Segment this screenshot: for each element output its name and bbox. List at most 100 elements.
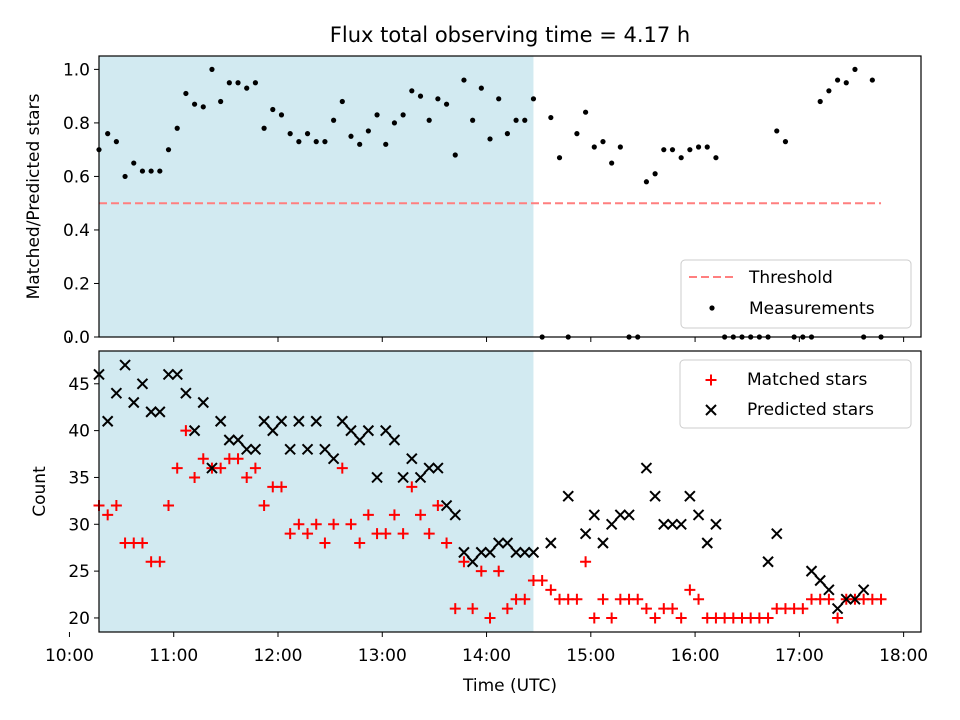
measurement-point [148, 168, 154, 174]
measurement-point [774, 128, 780, 134]
predicted-star-point [353, 434, 366, 446]
measurement-point [704, 144, 710, 150]
predicted-star-point [805, 565, 818, 577]
predicted-star-point [588, 509, 600, 521]
top-y-tick-label: 1.0 [63, 60, 90, 80]
measurement-point [348, 133, 354, 139]
measurement-point [304, 131, 311, 137]
bottom-x-tick-label: 12:00 [253, 646, 302, 666]
predicted-star-point [640, 462, 653, 474]
matched-star-point [302, 528, 314, 540]
predicted-star-point [501, 537, 514, 549]
predicted-star-point [154, 406, 166, 418]
legend-measurement-swatch [709, 305, 715, 311]
predicted-star-point [327, 453, 340, 465]
bottom-x-tick-label: 14:00 [462, 646, 511, 666]
matched-star-point [588, 612, 600, 624]
bottom-x-tick-label: 10:00 [45, 646, 94, 666]
predicted-star-point [310, 415, 322, 427]
matched-star-point [284, 528, 296, 540]
predicted-star-point [466, 556, 479, 568]
measurement-point [504, 131, 510, 137]
matched-star-point [458, 556, 470, 568]
measurement-point [391, 120, 398, 126]
measurement-point [652, 171, 658, 177]
top-legend: Threshold Measurements [680, 259, 912, 329]
bottom-observing-window-shade [99, 351, 534, 632]
measurement-point [522, 117, 528, 123]
top-observing-window-shade [99, 56, 534, 337]
measurement-point [852, 66, 858, 72]
matched-star-point [501, 603, 513, 615]
predicted-star-point [527, 546, 540, 559]
bottom-x-axis-label: Time (UTC) [462, 676, 557, 696]
measurement-point [331, 117, 337, 123]
measurement-point [548, 114, 554, 121]
predicted-star-point [762, 556, 774, 568]
measurement-point [278, 112, 285, 118]
predicted-star-point [232, 434, 244, 446]
matched-star-point [762, 612, 774, 624]
predicted-star-point [362, 424, 375, 437]
matched-star-point [293, 518, 305, 530]
measurement-point [226, 80, 232, 86]
predicted-star-point [658, 518, 670, 530]
predicted-star-point [692, 509, 705, 521]
top-series [96, 66, 884, 340]
bottom-y-tick-label: 35 [68, 468, 90, 488]
measurement-point [513, 117, 519, 123]
predicted-star-point [275, 415, 288, 427]
matched-star-point [423, 528, 435, 540]
measurement-point [131, 160, 137, 166]
measurement-point [669, 147, 676, 153]
bottom-plot-frame [98, 350, 922, 633]
matched-star-point [180, 425, 192, 437]
top-y-tick-label: 0.8 [63, 114, 90, 134]
legend-frame [680, 259, 912, 329]
matched-star-point [136, 537, 148, 549]
predicted-star-point [432, 462, 444, 474]
bottom-y-axis: 20 25 30 35 40 45 [68, 375, 99, 629]
matched-star-point [832, 612, 844, 624]
top-y-tick-label: 0.2 [63, 274, 90, 294]
predicted-star-point [849, 593, 861, 605]
matched-star-point [441, 537, 453, 549]
measurement-point [374, 112, 380, 118]
predicted-star-point [649, 490, 661, 502]
matched-star-point [388, 509, 400, 521]
matched-star-point [336, 462, 348, 474]
bottom-y-tick-label: 45 [68, 375, 90, 395]
matched-star-point [684, 584, 696, 596]
predicted-star-point [414, 471, 427, 484]
predicted-star-point [371, 471, 383, 484]
predicted-star-point [484, 546, 496, 559]
measurement-point [643, 179, 650, 185]
predicted-star-point [206, 462, 218, 474]
predicted-star-point [258, 415, 270, 427]
predicted-star-point [180, 387, 192, 399]
matched-star-point [675, 612, 687, 624]
predicted-star-point [188, 424, 201, 437]
measurement-point [235, 80, 241, 86]
bottom-y-tick-label: 40 [68, 422, 90, 442]
measurement-point [426, 117, 432, 123]
predicted-star-point [857, 584, 870, 596]
measurement-point [209, 66, 215, 72]
legend-matched-swatch [705, 374, 717, 386]
predicted-star-point [475, 546, 488, 559]
predicted-star-point [388, 434, 401, 446]
predicted-star-point [623, 509, 635, 521]
measurement-point [478, 85, 484, 91]
top-y-tick-label: 0.6 [63, 167, 90, 187]
top-panel: 0.0 0.2 0.4 0.6 0.8 1.0 Matched/Predicted sta… [24, 55, 922, 348]
matched-star-point [580, 556, 592, 568]
matched-star-point [154, 556, 166, 568]
matched-star-point [432, 500, 444, 512]
predicted-star-point [771, 527, 783, 540]
predicted-star-point [597, 537, 609, 549]
bottom-legend: Matched stars Predicted stars [679, 359, 912, 429]
matched-star-point [467, 603, 479, 615]
matched-star-point [310, 518, 322, 530]
bottom-x-tick-label: 13:00 [358, 646, 407, 666]
